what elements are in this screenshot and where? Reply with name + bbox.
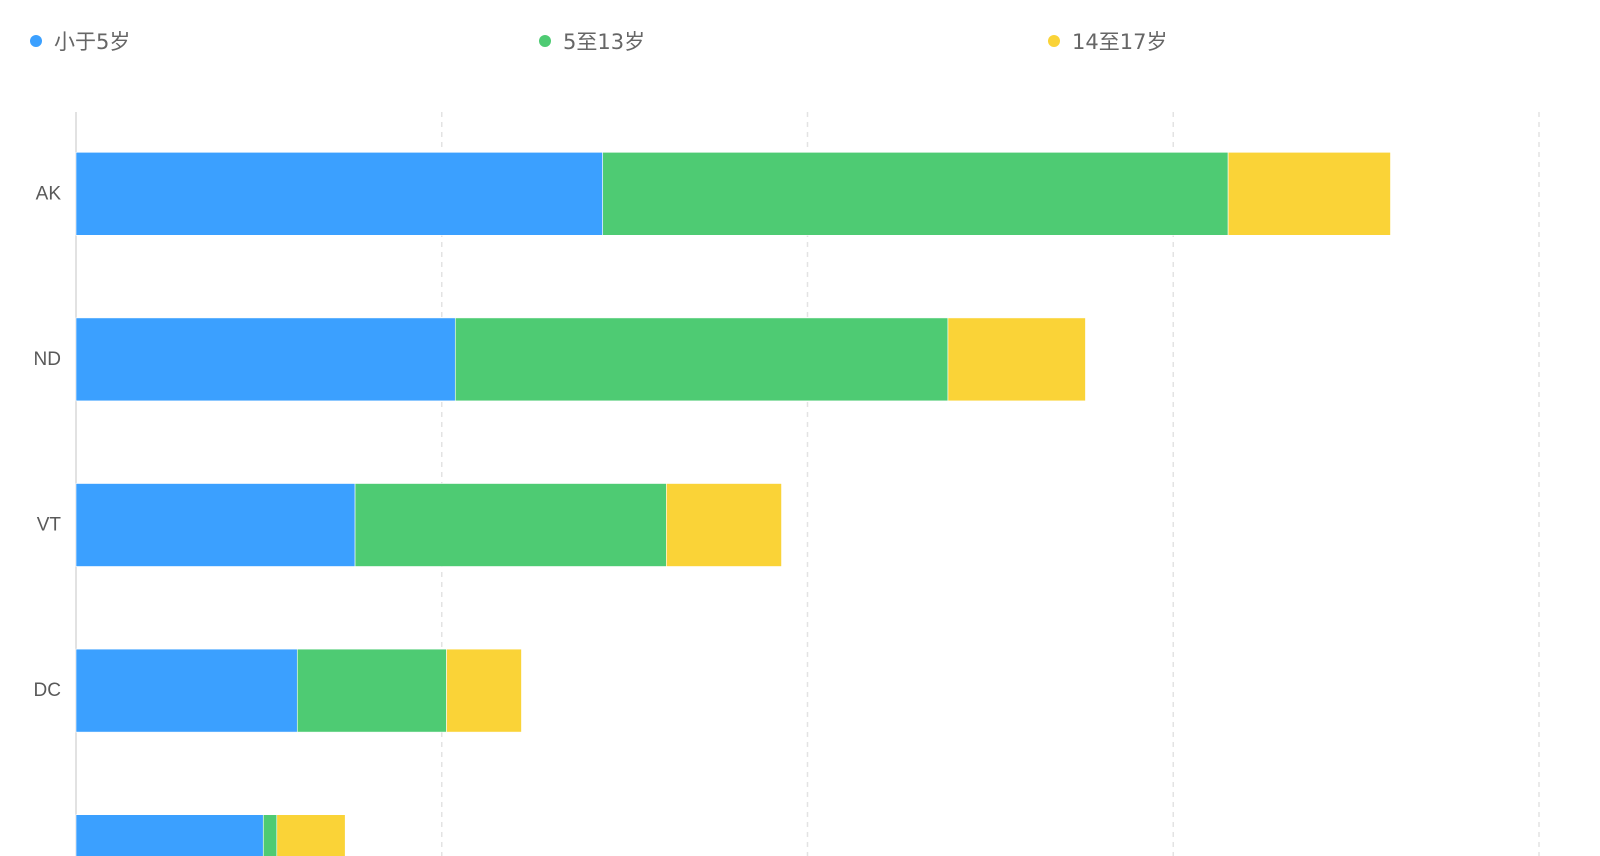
y-tick-label-dc: DC: [34, 680, 61, 701]
y-tick-label-ak: AK: [36, 183, 62, 204]
legend-label-14-to-17: 14至17岁: [1072, 30, 1168, 54]
chart-legend: 小于5岁 5至13岁 14至17岁: [0, 0, 1600, 84]
legend-item-14-to-17[interactable]: 14至17岁: [1048, 28, 1167, 54]
legend-label-5-to-13: 5至13岁: [563, 30, 646, 54]
legend-marker-14-to-17: [1048, 35, 1060, 47]
bar-vt-series-1[interactable]: [354, 483, 667, 567]
legend-item-5-to-13[interactable]: 5至13岁: [539, 28, 645, 54]
bar-dc-series-2[interactable]: [446, 648, 522, 733]
legend-label-under-5: 小于5岁: [54, 30, 131, 54]
bars: [75, 152, 1391, 856]
y-tick-label-nd: ND: [34, 349, 61, 370]
legend-item-under-5[interactable]: 小于5岁: [30, 28, 130, 54]
bar-row4-series-0[interactable]: [75, 814, 264, 856]
bar-dc-series-0[interactable]: [75, 648, 298, 733]
y-tick-label-vt: VT: [37, 515, 62, 536]
bar-row4-series-2[interactable]: [276, 814, 346, 856]
legend-marker-5-to-13: [539, 35, 551, 47]
bar-dc-series-1[interactable]: [296, 648, 447, 733]
bar-vt-series-2[interactable]: [666, 483, 782, 567]
bar-nd-series-1[interactable]: [454, 317, 949, 402]
bar-row4-series-1[interactable]: [262, 814, 278, 856]
bar-nd-series-2[interactable]: [947, 317, 1086, 402]
legend-marker-under-5: [30, 35, 42, 47]
bar-ak-series-1[interactable]: [602, 152, 1229, 236]
bar-nd-series-0[interactable]: [75, 317, 456, 402]
bar-vt-series-0[interactable]: [75, 483, 356, 567]
bar-ak-series-2[interactable]: [1227, 152, 1391, 236]
bar-ak-series-0[interactable]: [75, 152, 603, 236]
y-axis-labels: AK ND VT DC: [34, 183, 62, 701]
